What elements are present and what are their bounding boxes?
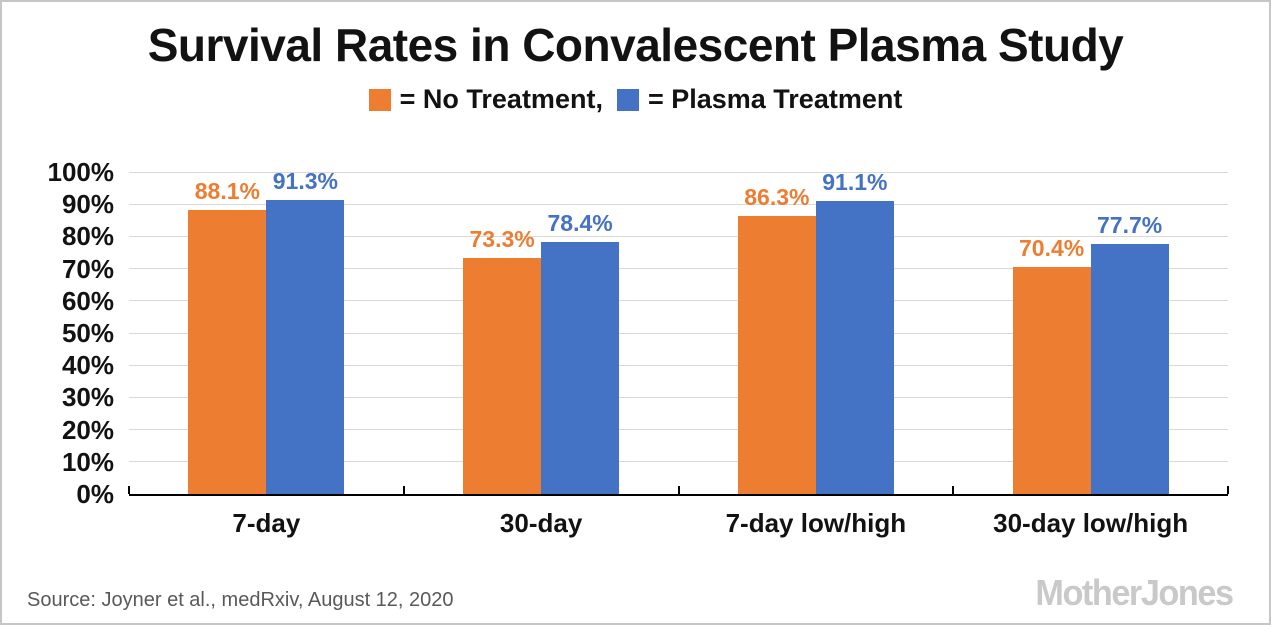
bar-plasma-treatment-3 (815, 200, 894, 494)
gridline-100 (129, 171, 1228, 173)
chart-title: Survival Rates in Convalescent Plasma St… (147, 19, 1124, 71)
gridline-60 (129, 300, 1228, 302)
bar-plasma-treatment-1 (266, 200, 345, 494)
y-axis-label-80: 80% (61, 221, 114, 252)
y-axis-label-100: 100% (47, 157, 115, 187)
bar-value-label-plasma-treatment-1: 91.3% (272, 168, 338, 194)
legend-label-no-treatment: = No Treatment, (399, 84, 603, 114)
gridline-30 (129, 396, 1228, 398)
x-axis-tick-3 (952, 486, 955, 494)
x-axis-tick-1 (402, 486, 405, 494)
legend-label-plasma-treatment: = Plasma Treatment (647, 84, 903, 114)
y-axis-label-40: 40% (61, 350, 114, 381)
y-axis-label-60: 60% (61, 285, 114, 316)
legend-swatch-no-treatment (368, 88, 391, 111)
x-axis-category-label-3: 7-day low/high (725, 508, 907, 538)
y-axis-label-90: 90% (61, 189, 114, 220)
x-axis-tick-4 (1227, 486, 1229, 494)
bar-no-treatment-1 (188, 210, 267, 494)
gridline-10 (129, 461, 1228, 463)
legend-swatch-plasma-treatment (616, 88, 639, 111)
bar-value-label-no-treatment-2: 73.3% (469, 225, 535, 252)
x-axis-category-label-4: 30-day low/high (993, 508, 1189, 538)
y-axis-label-10: 10% (61, 446, 114, 477)
legend-item-no-treatment: = No Treatment, (368, 84, 603, 115)
bar-no-treatment-3 (737, 216, 816, 494)
gridline-20 (129, 429, 1228, 431)
y-axis-label-30: 30% (61, 382, 114, 413)
y-axis-label-0: 0% (76, 479, 114, 509)
gridline-40 (129, 364, 1228, 366)
x-axis-tick-2 (677, 486, 680, 494)
x-axis-line (129, 494, 1228, 496)
bar-no-treatment-4 (1012, 267, 1091, 494)
x-axis-tick-0 (128, 486, 130, 494)
bar-plasma-treatment-2 (541, 241, 620, 494)
bar-value-label-plasma-treatment-2: 78.4% (547, 209, 613, 236)
gridline-80 (129, 235, 1228, 237)
bar-value-label-no-treatment-4: 70.4% (1019, 235, 1085, 262)
gridline-50 (129, 332, 1228, 334)
x-axis-category-label-1: 7-day (232, 508, 301, 538)
y-axis-label-20: 20% (61, 414, 114, 445)
x-axis-category-label-2: 30-day (499, 508, 583, 538)
gridline-70 (129, 268, 1228, 270)
bar-value-label-no-treatment-3: 86.3% (744, 184, 810, 211)
bar-no-treatment-2 (463, 257, 542, 494)
bar-value-label-plasma-treatment-4: 77.7% (1097, 211, 1163, 238)
gridline-90 (129, 203, 1228, 205)
mother-jones-logo: MotherJones (1035, 572, 1235, 613)
bar-value-label-no-treatment-1: 88.1% (194, 178, 260, 205)
y-axis-label-50: 50% (61, 318, 114, 348)
y-axis-label-70: 70% (61, 253, 114, 284)
bar-plasma-treatment-4 (1090, 243, 1169, 494)
source-attribution: Source: Joyner et al., medRxiv, August 1… (27, 589, 454, 611)
chart-legend: = No Treatment, = Plasma Treatment (2, 84, 1269, 115)
legend-item-plasma-treatment: = Plasma Treatment (616, 84, 903, 115)
bar-value-label-plasma-treatment-3: 91.1% (822, 168, 888, 195)
